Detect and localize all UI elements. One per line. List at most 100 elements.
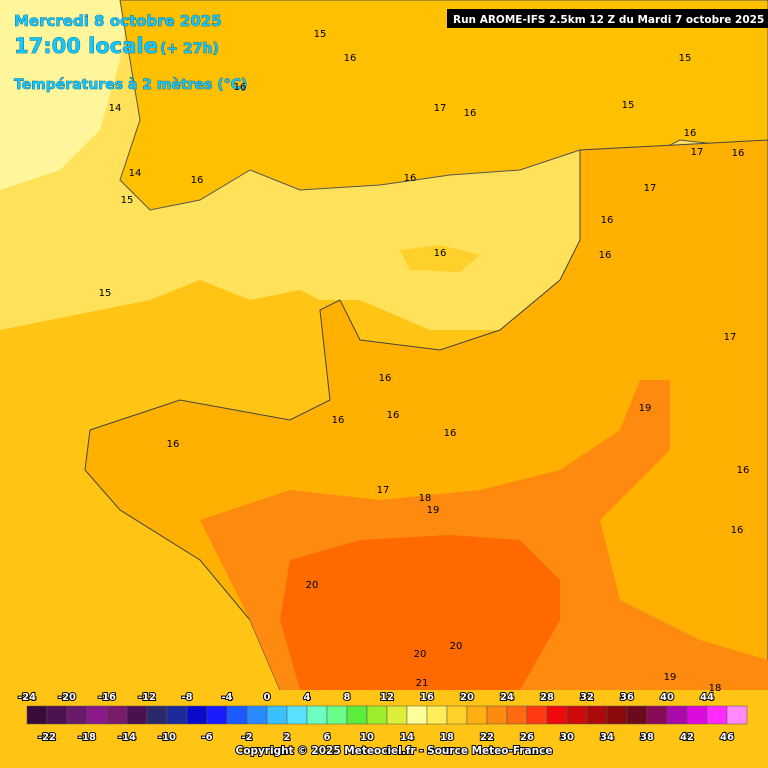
- contour-label: 15: [622, 100, 635, 111]
- color-swatch: [226, 705, 248, 725]
- contour-label: 16: [464, 108, 477, 119]
- color-swatch: [346, 705, 368, 725]
- colorbar-label: 38: [640, 732, 654, 743]
- contour-label: 17: [434, 103, 447, 114]
- contour-label: 19: [639, 403, 652, 414]
- color-swatch: [46, 705, 68, 725]
- contour-label: 16: [387, 410, 400, 421]
- contour-label: 17: [644, 183, 657, 194]
- color-swatch: [426, 705, 448, 725]
- colorbar-label: 20: [460, 692, 474, 703]
- colorbar-label: 36: [620, 692, 634, 703]
- contour-label: 16: [404, 173, 417, 184]
- contour-label: 16: [684, 128, 697, 139]
- colorbar-label: -16: [98, 692, 116, 703]
- run: Run AROME-IFS 2.5km 12 Z du Mardi 7 octo…: [453, 14, 764, 26]
- contour-label: 15: [121, 195, 134, 206]
- colorbar-label: -8: [181, 692, 192, 703]
- contour-label: 19: [427, 505, 440, 516]
- contour-label: 16: [444, 428, 457, 439]
- contour-label: 21: [416, 678, 429, 689]
- colorbar-label: -20: [58, 692, 76, 703]
- color-swatch: [526, 705, 548, 725]
- colorbar-label: -4: [221, 692, 232, 703]
- copyright: Copyright © 2025 Meteociel.fr - Source M…: [236, 745, 553, 757]
- contour-label: 14: [129, 168, 142, 179]
- color-swatch: [506, 705, 528, 725]
- contour-label: 16: [599, 250, 612, 261]
- colorbar-label: 18: [440, 732, 454, 743]
- contour-label: 14: [109, 103, 122, 114]
- colorbar-label: 42: [680, 732, 694, 743]
- colorbar-label: 0: [264, 692, 271, 703]
- colorbar-label: 34: [600, 732, 614, 743]
- contour-label: 20: [306, 580, 319, 591]
- colorbar-label: -6: [201, 732, 212, 743]
- colorbar-label: -10: [158, 732, 176, 743]
- colorbar-label: -18: [78, 732, 96, 743]
- lead: (+ 27h): [160, 41, 219, 57]
- contour-label: 15: [679, 53, 692, 64]
- contour-label: 20: [414, 649, 427, 660]
- legend-bg: [0, 690, 768, 768]
- colorbar-label: 26: [520, 732, 534, 743]
- colorbar-label: 2: [284, 732, 291, 743]
- colorbar-label: 44: [700, 692, 714, 703]
- color-swatch: [246, 705, 268, 725]
- contour-label: 16: [379, 373, 392, 384]
- contour-label: 16: [731, 525, 744, 536]
- contour-label: 17: [377, 485, 390, 496]
- color-swatch: [406, 705, 428, 725]
- color-swatch: [26, 705, 48, 725]
- colorbar-label: -24: [18, 692, 36, 703]
- color-swatch: [166, 705, 188, 725]
- color-swatch: [586, 705, 608, 725]
- colorbar-label: 12: [380, 692, 394, 703]
- contour-label: 16: [344, 53, 357, 64]
- color-swatch: [486, 705, 508, 725]
- color-swatch: [286, 705, 308, 725]
- color-swatch: [726, 705, 748, 725]
- contour-label: 20: [450, 641, 463, 652]
- colorbar-label: 16: [420, 692, 434, 703]
- colorbar-label: 24: [500, 692, 514, 703]
- contour-label: 18: [709, 683, 722, 694]
- contour-label: 17: [691, 147, 704, 158]
- colorbar-label: 32: [580, 692, 594, 703]
- colorbar-label: 6: [324, 732, 331, 743]
- contour-label: 16: [737, 465, 750, 476]
- time: 17:00 locale: [14, 34, 158, 58]
- colorbar-label: -12: [138, 692, 156, 703]
- colorbar-label: -2: [241, 732, 252, 743]
- contour-label: 16: [332, 415, 345, 426]
- color-swatch: [326, 705, 348, 725]
- color-swatch: [266, 705, 288, 725]
- color-swatch: [366, 705, 388, 725]
- hot-area: [280, 535, 560, 690]
- contour-label: 17: [724, 332, 737, 343]
- colorbar-label: 14: [400, 732, 414, 743]
- contour-label: 16: [601, 215, 614, 226]
- contour-label: 16: [434, 248, 447, 259]
- color-swatch: [666, 705, 688, 725]
- contour-label: 19: [664, 672, 677, 683]
- color-swatch: [606, 705, 628, 725]
- contour-label: 15: [99, 288, 112, 299]
- color-swatch: [106, 705, 128, 725]
- color-swatch: [646, 705, 668, 725]
- colorbar-label: 46: [720, 732, 734, 743]
- colorbar-label: -22: [38, 732, 56, 743]
- color-swatch: [86, 705, 108, 725]
- island: [400, 245, 480, 272]
- color-swatch: [306, 705, 328, 725]
- color-swatch: [386, 705, 408, 725]
- contour-label: 15: [314, 29, 327, 40]
- colorbar-label: -14: [118, 732, 136, 743]
- colorbar-label: 30: [560, 732, 574, 743]
- color-swatch: [546, 705, 568, 725]
- color-swatch: [466, 705, 488, 725]
- colorbar-label: 40: [660, 692, 674, 703]
- run-box: [447, 9, 768, 28]
- contour-label: 16: [732, 148, 745, 159]
